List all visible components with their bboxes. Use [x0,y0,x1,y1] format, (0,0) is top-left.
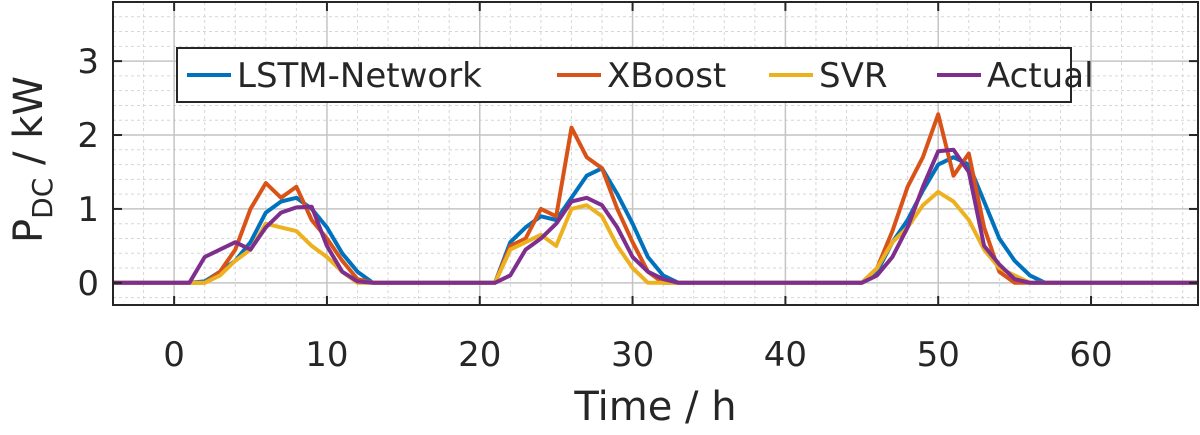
y-tick-label: 0 [77,264,99,304]
legend-label-actual: Actual [987,56,1094,96]
series-line-actual [113,147,1198,285]
y-tick-label: 1 [77,190,99,230]
x-tick-label: 30 [611,335,654,375]
y-axis-label-subscript: DC [26,178,59,219]
y-axis-label-base: P [6,219,52,243]
y-tick-label: 3 [77,42,99,82]
series-line-lstm-network [113,155,1198,285]
y-axis-label-suffix: / kW [6,76,52,178]
plot-area-border [112,1,1199,306]
x-tick-label: 10 [305,335,348,375]
x-tick-label: 50 [917,335,960,375]
x-tick-label: 0 [163,335,185,375]
x-tick-label: 60 [1069,335,1112,375]
x-tick-labels: 0 10 20 30 40 50 60 [163,335,1112,375]
series-line-svr [113,189,1198,285]
series-line-xboost [113,112,1198,285]
series-lines [113,112,1198,285]
legend-box [176,47,1072,103]
legend-label-xboost: XBoost [607,56,726,96]
x-axis-label: Time / h [573,384,736,430]
y-axis-label: PDC / kW [6,76,59,243]
x-tick-label: 20 [458,335,501,375]
legend-label-lstm-network: LSTM-Network [237,56,482,96]
y-tick-label: 2 [77,116,99,156]
y-tick-labels: 0 1 2 3 [77,42,99,304]
axis-ticks [113,2,1198,305]
legend-label-svr: SVR [819,56,887,96]
legend: LSTM-Network XBoost SVR Actual [176,47,1094,103]
x-tick-label: 40 [764,335,807,375]
